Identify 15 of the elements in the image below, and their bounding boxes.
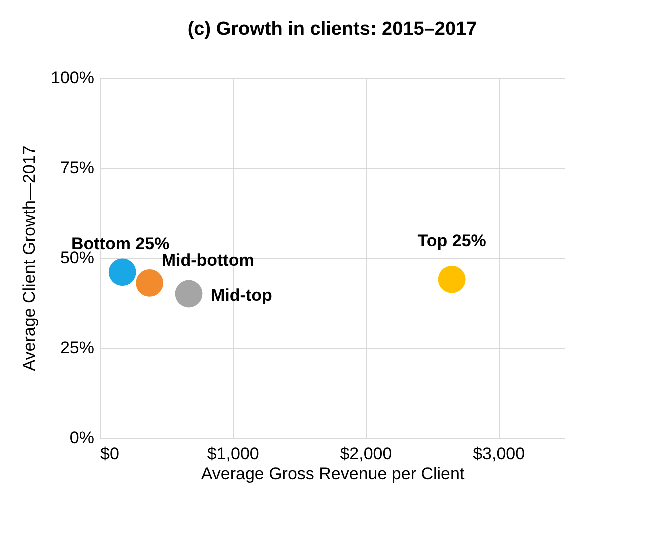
x-tick-label: $1,000 <box>207 444 260 464</box>
x-axis-title: Average Gross Revenue per Client <box>201 464 465 484</box>
series-label: Mid-top <box>211 286 272 305</box>
y-tick-label: 0% <box>70 428 94 448</box>
y-tick-label: 75% <box>60 158 94 178</box>
y-axis-title: Average Client Growth—2017 <box>20 146 40 372</box>
x-tick-label: $3,000 <box>473 444 526 464</box>
series-label: Mid-bottom <box>162 251 254 270</box>
x-tick-label: $0 <box>100 444 120 464</box>
y-tick-label: 50% <box>60 248 94 268</box>
y-tick-label: 25% <box>60 338 94 358</box>
y-tick-label: 100% <box>51 68 94 88</box>
series-label: Top 25% <box>418 232 486 251</box>
chart-title: (c) Growth in clients: 2015–2017 <box>188 19 478 40</box>
x-tick-label: $2,000 <box>340 444 392 464</box>
